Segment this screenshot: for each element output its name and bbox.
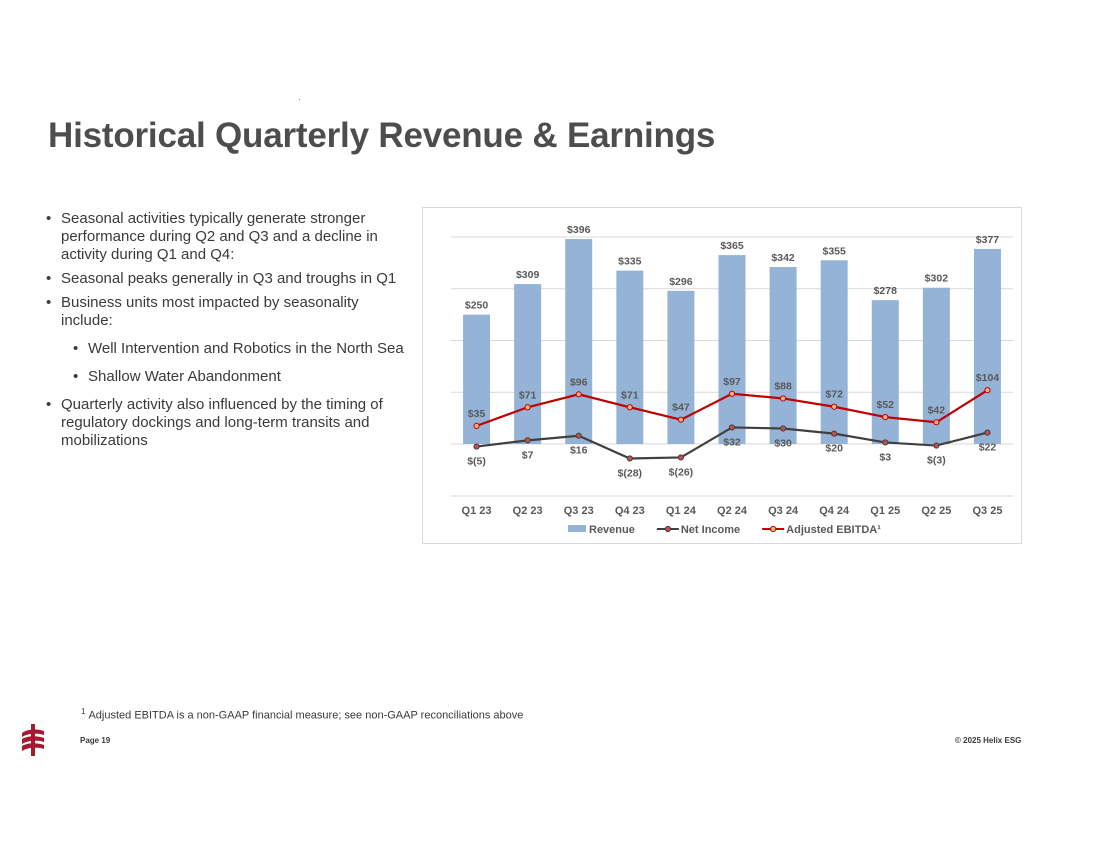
revenue-earnings-chart: $250 $309 $396 $335 $296 $365 $342 $355 $278 $302…	[422, 207, 1022, 544]
x-tick-label: Q4 24	[819, 505, 850, 517]
legend-marker-ebitda	[770, 525, 777, 533]
revenue-bar	[514, 284, 542, 444]
net-income-point	[626, 455, 633, 462]
sub-bullet-item: Shallow Water Abandonment	[73, 368, 406, 386]
helix-logo-icon	[22, 724, 44, 756]
revenue-bar	[973, 248, 1001, 444]
net-income-data-label: $32	[723, 436, 741, 448]
ebitda-point	[473, 422, 480, 429]
ebitda-data-label: $96	[570, 376, 588, 388]
revenue-bar	[769, 267, 797, 444]
bullet-item: Seasonal peaks generally in Q3 and troug…	[46, 270, 406, 288]
x-tick-label: Q1 25	[870, 505, 900, 517]
ebitda-point	[677, 416, 685, 423]
ebitda-data-label: $42	[928, 404, 946, 416]
footnote-text: Adjusted EBITDA is a non-GAAP financial …	[88, 709, 524, 722]
net-income-point	[728, 424, 736, 431]
net-income-point	[933, 442, 940, 449]
chart-canvas: $250 $309 $396 $335 $296 $365 $342 $355 $278 $302…	[451, 224, 1013, 536]
ebitda-point	[831, 403, 838, 410]
x-tick-label: Q4 23	[615, 505, 645, 517]
revenue-bar	[820, 260, 848, 444]
revenue-data-label: $377	[976, 234, 1000, 246]
legend-marker-net-income	[664, 525, 671, 533]
revenue-bar	[718, 255, 746, 444]
sub-bullet-item: Well Intervention and Robotics in the No…	[73, 340, 406, 358]
net-income-point	[524, 437, 531, 444]
revenue-data-label: $355	[823, 245, 847, 257]
ebitda-data-label: $88	[774, 380, 792, 392]
bullet-item: Business units most impacted by seasonal…	[46, 294, 406, 330]
revenue-data-label: $342	[771, 252, 795, 264]
legend-label: Adjusted EBITDA¹	[786, 524, 881, 536]
revenue-data-label: $335	[618, 256, 642, 268]
x-tick-label: Q2 23	[513, 505, 543, 517]
ebitda-point	[933, 419, 940, 426]
page-number: Page 19	[80, 736, 111, 745]
x-tick-label: Q3 23	[564, 505, 594, 517]
ebitda-data-label: $52	[877, 399, 895, 411]
legend-label: Net Income	[681, 524, 740, 536]
page-title: Historical Quarterly Revenue & Earnings	[48, 116, 716, 155]
legend-swatch-revenue	[568, 525, 586, 532]
net-income-data-label: $(28)	[618, 467, 643, 479]
revenue-data-label: $296	[669, 276, 693, 288]
x-tick-label: Q2 25	[921, 505, 951, 517]
revenue-data-label: $365	[720, 240, 744, 252]
ebitda-point	[779, 395, 787, 402]
ebitda-data-label: $47	[672, 402, 690, 414]
ebitda-point	[524, 404, 531, 411]
legend-label: Revenue	[589, 524, 635, 536]
net-income-data-label: $3	[879, 451, 891, 463]
net-income-data-label: $(3)	[927, 455, 946, 467]
copyright: © 2025 Helix ESG	[955, 736, 1022, 745]
ebitda-point	[626, 404, 633, 411]
net-income-data-label: $(26)	[669, 466, 694, 478]
ebitda-data-label: $104	[976, 372, 1000, 384]
ebitda-data-label: $72	[825, 389, 843, 401]
bullet-item: Seasonal activities typically generate s…	[46, 210, 406, 264]
x-tick-label: Q3 24	[768, 505, 799, 517]
revenue-bar	[871, 300, 899, 444]
footnote-marker: 1	[81, 707, 86, 716]
x-tick-label: Q1 23	[462, 505, 492, 517]
x-tick-label: Q3 25	[972, 505, 1002, 517]
ebitda-point	[984, 387, 991, 394]
x-tick-label: Q1 24	[666, 505, 697, 517]
net-income-point	[882, 439, 889, 446]
net-income-data-label: $20	[825, 443, 843, 455]
net-income-data-label: $22	[979, 442, 997, 454]
bullet-list: Seasonal activities typically generate s…	[46, 210, 406, 456]
revenue-data-label: $396	[567, 224, 591, 236]
x-tick-label: Q2 24	[717, 505, 748, 517]
net-income-point	[575, 432, 582, 439]
revenue-data-label: $250	[465, 300, 489, 312]
revenue-data-label: $309	[516, 269, 540, 281]
ebitda-data-label: $71	[519, 389, 537, 401]
net-income-point	[779, 425, 787, 432]
net-income-point	[473, 443, 480, 450]
revenue-data-label: $278	[874, 285, 898, 297]
revenue-bar	[565, 239, 593, 444]
net-income-data-label: $(5)	[467, 456, 486, 468]
net-income-point	[831, 430, 838, 437]
net-income-point	[677, 454, 685, 461]
decorative-dot	[299, 99, 300, 100]
ebitda-data-label: $71	[621, 389, 639, 401]
revenue-data-label: $302	[925, 273, 949, 285]
net-income-data-label: $16	[570, 445, 588, 457]
footnote: 1 Adjusted EBITDA is a non-GAAP financial…	[81, 707, 523, 722]
net-income-data-label: $7	[522, 449, 534, 461]
ebitda-point	[575, 391, 582, 398]
net-income-point	[984, 429, 991, 436]
revenue-bar	[922, 287, 950, 444]
bullet-item: Quarterly activity also influenced by th…	[46, 396, 406, 450]
ebitda-data-label: $35	[468, 408, 486, 420]
net-income-data-label: $30	[774, 437, 792, 449]
ebitda-point	[728, 390, 736, 397]
revenue-bar	[616, 270, 644, 444]
ebitda-point	[882, 413, 889, 421]
ebitda-data-label: $97	[723, 376, 741, 388]
